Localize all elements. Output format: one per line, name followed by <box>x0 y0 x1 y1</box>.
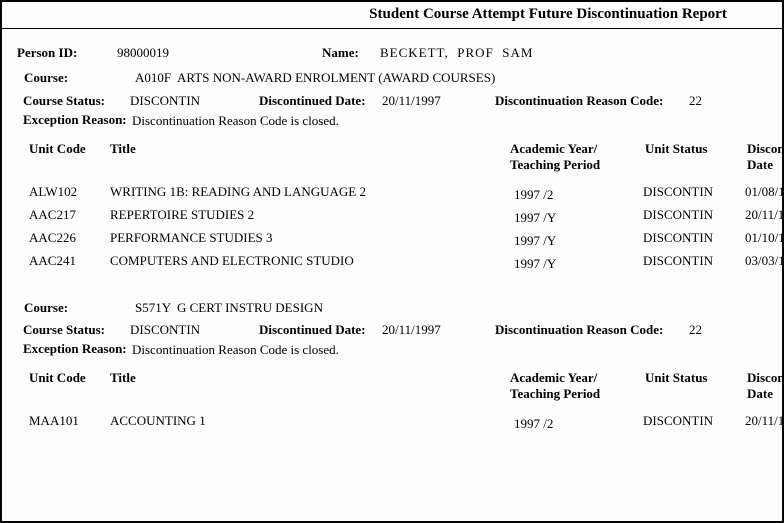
name-value: BECKETT, PROF SAM <box>380 45 534 60</box>
col-header-unit-code: Unit Code <box>29 141 86 156</box>
unit-status-cell: DISCONTIN <box>643 184 714 199</box>
course-label: Course: <box>24 70 69 85</box>
discontinued-date-value: 20/11/1997 <box>382 322 441 337</box>
discontinued-date-label: Discontinued Date: <box>259 93 366 108</box>
col-header-title: Title <box>110 141 136 156</box>
title-divider <box>2 28 782 29</box>
unit-code-cell: AAC241 <box>29 253 76 268</box>
unit-date-cell: 20/11/1 <box>745 413 784 428</box>
unit-date-cell: 03/03/1 <box>745 253 784 268</box>
unit-code-cell: AAC217 <box>29 207 76 222</box>
exception-reason-label: Exception Reason: <box>23 112 127 127</box>
unit-period-cell: 1997 /2 <box>514 416 554 431</box>
unit-date-cell: 01/08/1 <box>745 184 784 199</box>
course-title: ARTS NON-AWARD ENROLMENT (AWARD COURSES) <box>177 70 496 85</box>
col-header-teaching-period: Teaching Period <box>510 157 601 172</box>
unit-status-cell: DISCONTIN <box>643 413 714 428</box>
person-id-value: 98000019 <box>117 45 169 60</box>
col-header-teaching-period: Teaching Period <box>510 386 601 401</box>
unit-period-cell: 1997 /2 <box>514 187 554 202</box>
col-header-academic-year: Academic Year/ <box>510 141 598 156</box>
unit-date-cell: 20/11/1 <box>745 207 784 222</box>
unit-title-cell: REPERTOIRE STUDIES 2 <box>110 207 255 222</box>
unit-status-cell: DISCONTIN <box>643 207 714 222</box>
discontinued-date-value: 20/11/1997 <box>382 93 441 108</box>
col-header-title: Title <box>110 370 136 385</box>
col-header-discontinued-date: Date <box>747 157 773 172</box>
course-status-value: DISCONTIN <box>130 93 201 108</box>
col-header-unit-status: Unit Status <box>645 141 708 156</box>
unit-period-cell: 1997 /Y <box>514 233 557 248</box>
reason-code-label: Discontinuation Reason Code: <box>495 93 664 108</box>
exception-reason-value: Discontinuation Reason Code is closed. <box>132 342 339 357</box>
exception-reason-label: Exception Reason: <box>23 341 127 356</box>
col-header-academic-year: Academic Year/ <box>510 370 598 385</box>
person-id-label: Person ID: <box>17 45 78 60</box>
discontinued-date-label: Discontinued Date: <box>259 322 366 337</box>
course-title: G CERT INSTRU DESIGN <box>177 300 323 315</box>
unit-code-cell: MAA101 <box>29 413 79 428</box>
exception-reason-value: Discontinuation Reason Code is closed. <box>132 113 339 128</box>
course-code: A010F <box>135 70 172 85</box>
course-label: Course: <box>24 300 69 315</box>
course-status-value: DISCONTIN <box>130 322 201 337</box>
unit-title-cell: ACCOUNTING 1 <box>110 413 206 428</box>
course-status-label: Course Status: <box>23 322 105 337</box>
col-header-discontinued: Discon <box>747 141 784 156</box>
unit-title-cell: COMPUTERS AND ELECTRONIC STUDIO <box>110 253 354 268</box>
reason-code-value: 22 <box>689 93 702 108</box>
unit-period-cell: 1997 /Y <box>514 256 557 271</box>
reason-code-label: Discontinuation Reason Code: <box>495 322 664 337</box>
reason-code-value: 22 <box>689 322 702 337</box>
col-header-discontinued-date: Date <box>747 386 773 401</box>
course-status-label: Course Status: <box>23 93 105 108</box>
col-header-unit-status: Unit Status <box>645 370 708 385</box>
unit-code-cell: AAC226 <box>29 230 76 245</box>
name-label: Name: <box>322 45 359 60</box>
col-header-unit-code: Unit Code <box>29 370 86 385</box>
unit-period-cell: 1997 /Y <box>514 210 557 225</box>
course-code: S571Y <box>135 300 172 315</box>
col-header-discontinued: Discon <box>747 370 784 385</box>
unit-date-cell: 01/10/1 <box>745 230 784 245</box>
unit-code-cell: ALW102 <box>29 184 78 199</box>
unit-status-cell: DISCONTIN <box>643 230 714 245</box>
unit-title-cell: PERFORMANCE STUDIES 3 <box>110 230 273 245</box>
report-title: Student Course Attempt Future Discontinu… <box>369 6 727 22</box>
unit-status-cell: DISCONTIN <box>643 253 714 268</box>
unit-title-cell: WRITING 1B: READING AND LANGUAGE 2 <box>110 184 367 199</box>
